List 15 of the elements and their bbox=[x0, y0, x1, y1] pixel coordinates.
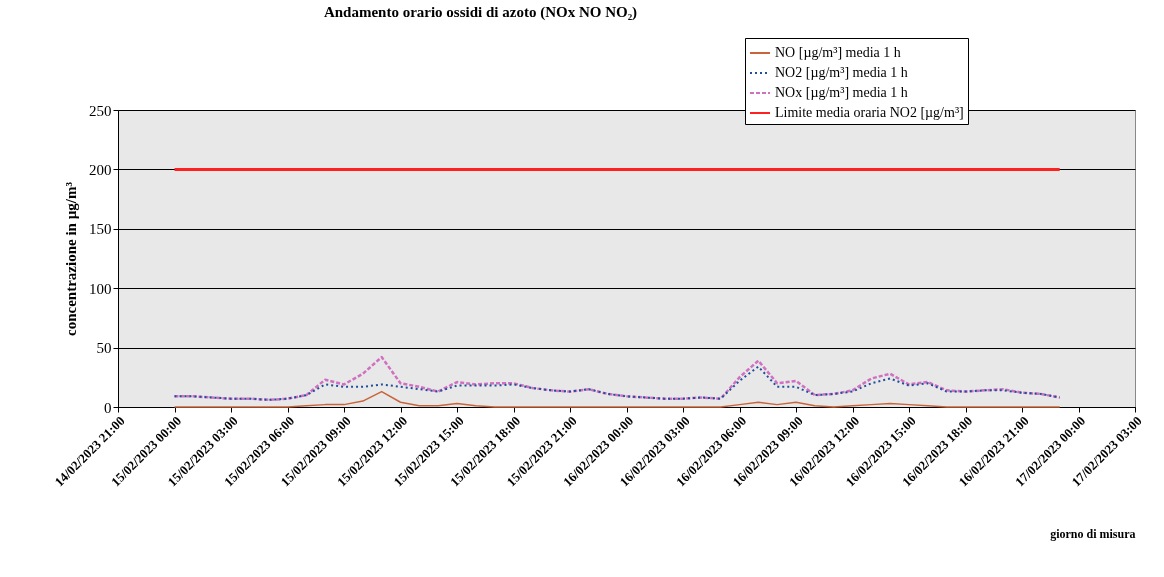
y-axis-title: concentrazione in µg/m³ bbox=[63, 181, 79, 336]
y-tick-label: 100 bbox=[89, 280, 112, 297]
x-axis-title: giorno di misura bbox=[1050, 527, 1136, 542]
line-series bbox=[173, 365, 1061, 401]
legend-label: Limite media oraria NO2 [µg/m³] bbox=[775, 105, 964, 120]
legend-label: NOx [µg/m³] media 1 h bbox=[775, 85, 908, 100]
y-tick-label: 200 bbox=[89, 161, 112, 178]
legend-label: NO [µg/m³] media 1 h bbox=[775, 45, 901, 60]
y-tick-label: 0 bbox=[104, 399, 112, 416]
y-tick-label: 250 bbox=[89, 102, 112, 119]
chart-title: Andamento orario ossidi di azoto (NOx NO NO₂) bbox=[323, 3, 638, 21]
legend-label: NO2 [µg/m³] media 1 h bbox=[775, 65, 908, 80]
y-tick-label: 150 bbox=[89, 221, 112, 238]
y-tick-label: 50 bbox=[96, 340, 112, 357]
line-series bbox=[173, 390, 1061, 408]
